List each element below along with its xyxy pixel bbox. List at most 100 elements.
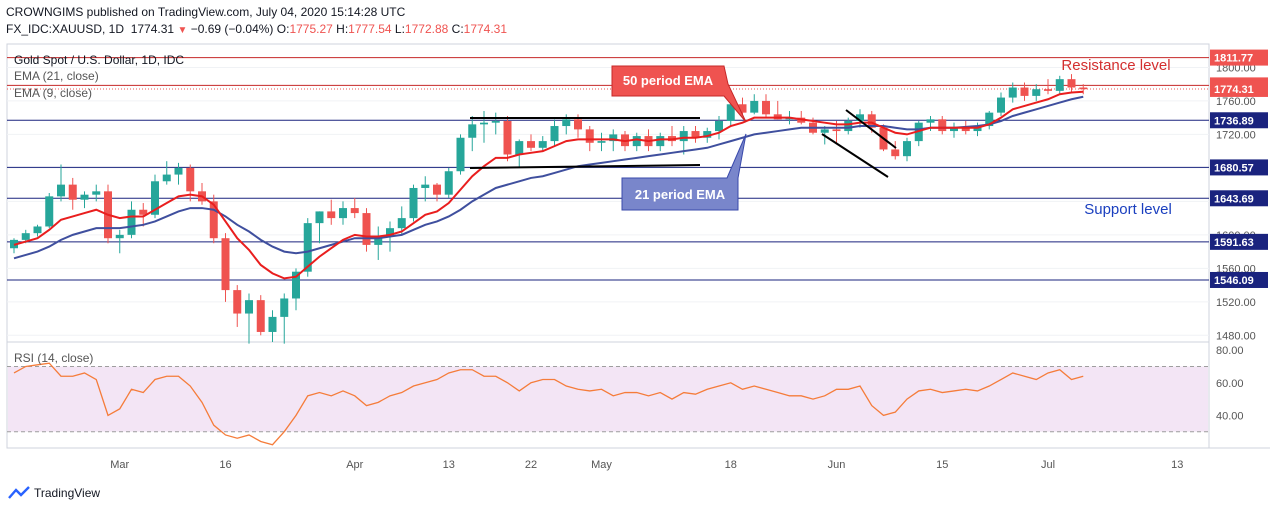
candle-body [1079,87,1088,90]
candle-body [1067,79,1076,88]
candle-body [503,121,512,155]
ema50-label: 50 period EMA [623,73,714,88]
price-level-badge [1210,80,1268,97]
candle-body [632,136,641,147]
candle-body [574,119,582,130]
candle-body [1032,89,1041,96]
candle-body [762,100,770,115]
candle-body [867,114,876,128]
candle-body [280,298,289,317]
candle-body [174,167,183,175]
rsi-tick-label: 60.00 [1216,378,1244,390]
candle-body [550,126,559,142]
candle-body [491,121,500,123]
candle-body [268,316,277,332]
candle-body [750,100,759,113]
price-level-label: 1591.63 [1214,237,1254,249]
symbol-ohlc-line: FX_IDC:XAUUSD, 1D 1774.31 ▼ −0.69 (−0.04… [6,22,507,36]
candle-body [609,134,618,142]
candle-body [233,290,242,314]
candle-body [832,129,841,132]
candle-body [926,119,935,123]
candle-body [409,187,418,219]
x-tick-label: 13 [443,459,455,471]
candle-body [597,141,606,143]
candle-body [820,129,829,133]
high-value: 1777.54 [348,22,392,36]
candle-body [656,136,665,147]
candle-body [515,141,524,155]
candle-body [856,114,864,122]
candle-body [562,119,571,127]
x-tick-label: 13 [1171,459,1183,471]
x-tick-label: 18 [725,459,737,471]
support-label: Support level [1084,201,1172,218]
candle-body [1020,87,1029,96]
price-level-badge [1210,49,1268,66]
candle-body [139,209,148,215]
candle-body [362,213,371,245]
x-tick-label: Jun [828,459,846,471]
candle-body [421,184,430,188]
candle-body [1044,89,1052,91]
candle-body [92,191,101,195]
ema9-line [13,90,1084,280]
publisher-line: CROWNGIMS published on TradingView.com, … [6,5,406,19]
candle-body [468,124,477,138]
candle-body [350,208,359,214]
candle-body [115,234,124,239]
price-level-label: 1680.57 [1214,162,1254,174]
candle-body [1055,79,1064,91]
last-price: 1774.31 [130,22,175,36]
rsi-line [13,362,1084,446]
tradingview-footer[interactable]: TradingView [8,486,100,500]
legend-ema21: EMA (21, close) [14,69,99,83]
candle-body [151,181,159,215]
open-value: 1775.27 [289,22,333,36]
candle-body [80,194,89,200]
x-tick-label: May [591,459,612,471]
price-pane [6,43,1210,343]
flag-bottom-line [821,133,889,178]
candle-body [186,167,195,192]
channel-bottom-line [469,164,701,169]
low-value: 1772.88 [404,22,449,36]
x-tick-label: Jul [1041,459,1055,471]
y-tick-label: 1520.00 [1216,297,1256,309]
ema21-label: 21 period EMA [635,187,726,202]
candle-body [444,171,453,195]
price-level-badge [1210,271,1268,288]
x-tick-label: 15 [936,459,948,471]
x-tick-label: Apr [346,459,363,471]
price-level-label: 1643.69 [1214,193,1254,205]
legend-title: Gold Spot / U.S. Dollar, 1D, IDC [14,53,184,67]
price-level-label: 1774.31 [1214,84,1254,96]
candle-body [726,104,735,122]
candle-body [844,121,853,132]
y-tick-label: 1760.00 [1216,96,1256,108]
footer-brand: TradingView [34,486,101,500]
candle-body [1008,87,1017,98]
low-label: L: [394,22,405,36]
resistance-label: Resistance level [1061,57,1170,74]
tradingview-logo-icon [8,486,30,499]
candle-body [585,129,594,143]
price-level-badge [1210,190,1268,207]
price-change: −0.69 (−0.04%) [190,22,274,36]
candle-body [292,271,300,299]
price-level-badge [1210,233,1268,250]
price-level-label: 1736.89 [1214,115,1254,127]
ema21-line [13,95,1084,260]
candle-body [327,211,336,219]
candle-body [374,236,383,245]
candle-body [33,226,42,234]
candle-body [315,211,324,224]
candle-body [738,104,747,113]
rsi-tick-label: 40.00 [1216,410,1244,422]
candle-body [397,218,406,229]
ema21-callout [621,133,747,211]
price-level-badge [1210,112,1268,129]
candle-body [256,300,265,332]
candle-body [386,228,394,237]
